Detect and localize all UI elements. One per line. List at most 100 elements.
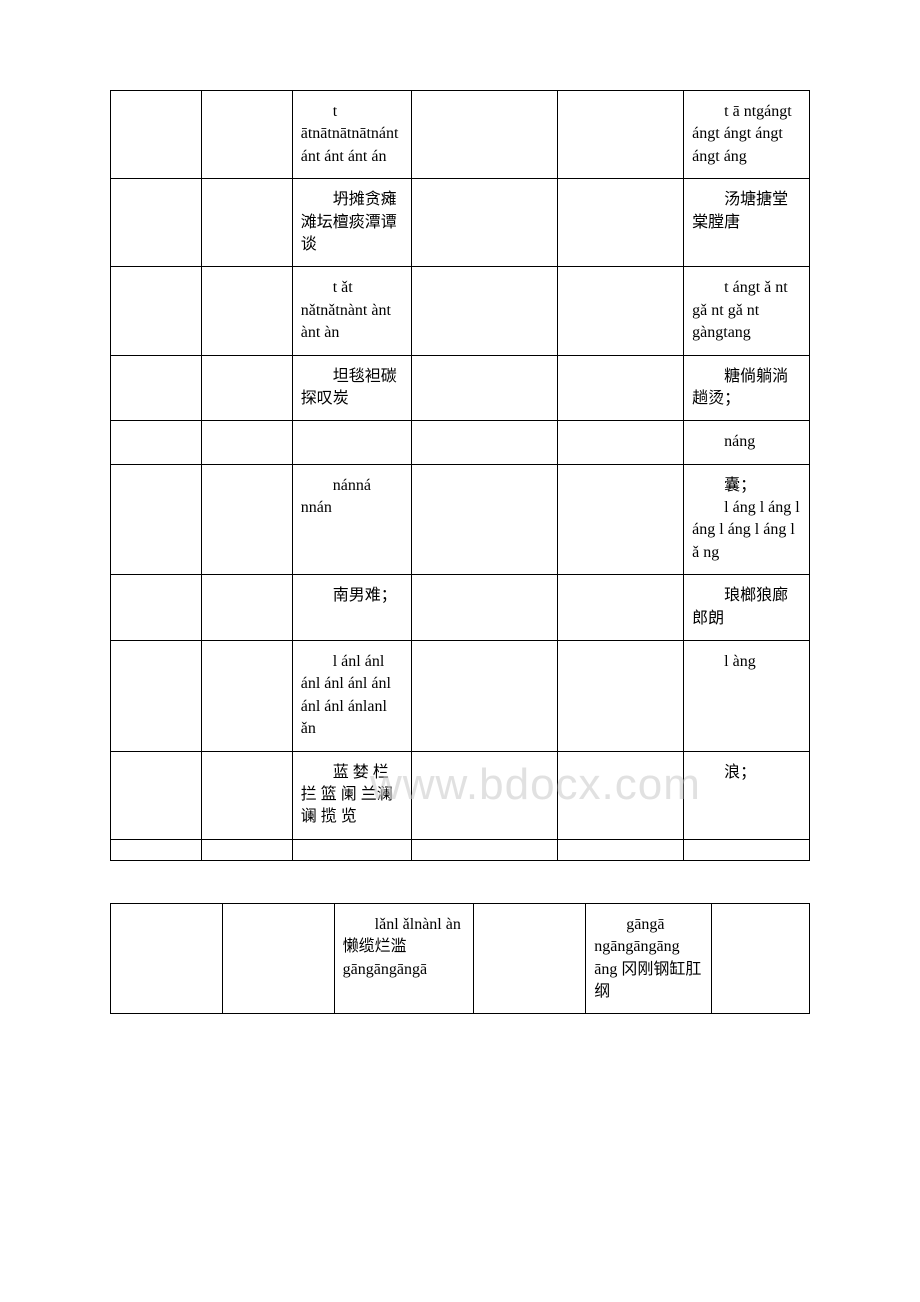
table-cell: lǎnl ǎlnànl àn 懒缆烂滥 gāngāngāngā: [334, 903, 474, 1014]
table-row: 坍摊贪瘫滩坛檀痰潭谭谈 汤塘搪堂棠膛唐: [111, 179, 810, 267]
table-cell: t ātnātnātnātnánt ánt ánt ánt án: [292, 91, 411, 179]
table-cell: 坦毯袒碳探叹炭: [292, 355, 411, 421]
cell-text: l áng l áng l áng l áng l áng l ǎ ng: [692, 497, 801, 564]
table-cell: [201, 641, 292, 752]
table-cell: [201, 575, 292, 641]
table-cell: [111, 179, 202, 267]
table-cell: [111, 575, 202, 641]
table-cell: [411, 839, 558, 860]
table-cell: [558, 464, 684, 575]
table-cell: [411, 751, 558, 839]
table-cell: [201, 839, 292, 860]
table-row: 南男难； 琅榔狼廊郎朗: [111, 575, 810, 641]
table-cell: 糖倘躺淌趟烫；: [684, 355, 810, 421]
cell-text: gāngā ngāngāngāng āng 冈刚钢缸肛纲: [594, 914, 703, 1004]
cell-text: 浪；: [692, 762, 801, 784]
table2-body: lǎnl ǎlnànl àn 懒缆烂滥 gāngāngāngā gāngā ngā…: [111, 903, 810, 1014]
data-table-2: lǎnl ǎlnànl àn 懒缆烂滥 gāngāngāngā gāngā ngā…: [110, 903, 810, 1015]
table-cell: [411, 355, 558, 421]
table-cell: [201, 421, 292, 464]
table-cell: l àng: [684, 641, 810, 752]
table-row: t ǎt nǎtnǎtnànt ànt ànt àn t ángt ǎ nt gǎ…: [111, 267, 810, 355]
table-cell: [111, 355, 202, 421]
cell-text: 坦毯袒碳探叹炭: [301, 366, 403, 411]
cell-text: t ā ntgángt ángt ángt ángt ángt áng: [692, 101, 801, 168]
table-cell: gāngā ngāngāngāng āng 冈刚钢缸肛纲: [586, 903, 712, 1014]
table-cell: [111, 641, 202, 752]
table-cell: [411, 91, 558, 179]
table-cell: [111, 751, 202, 839]
table-cell: [558, 751, 684, 839]
table-cell: [201, 267, 292, 355]
cell-text: 汤塘搪堂棠膛唐: [692, 189, 801, 234]
table-cell: 汤塘搪堂棠膛唐: [684, 179, 810, 267]
cell-text: 琅榔狼廊郎朗: [692, 585, 801, 630]
cell-text: 糖倘躺淌趟烫；: [692, 366, 801, 411]
table-cell: [411, 179, 558, 267]
table-cell: [558, 839, 684, 860]
table-cell: [111, 91, 202, 179]
table-cell: [411, 575, 558, 641]
table-row: [111, 839, 810, 860]
table-cell: [712, 903, 810, 1014]
table-cell: 蓝 婪 栏 拦 篮 阑 兰澜 谰 揽 览: [292, 751, 411, 839]
table-row: nánná nnán 囊；l áng l áng l áng l áng l án…: [111, 464, 810, 575]
table-cell: [558, 641, 684, 752]
table-cell: 囊；l áng l áng l áng l áng l áng l ǎ ng: [684, 464, 810, 575]
table-row: náng: [111, 421, 810, 464]
table-cell: [411, 421, 558, 464]
table-cell: [411, 464, 558, 575]
cell-text: t ángt ǎ nt gǎ nt gǎ nt gàngtang: [692, 277, 801, 344]
table-cell: t ángt ǎ nt gǎ nt gǎ nt gàngtang: [684, 267, 810, 355]
table-row: lǎnl ǎlnànl àn 懒缆烂滥 gāngāngāngā gāngā ngā…: [111, 903, 810, 1014]
table-cell: [558, 179, 684, 267]
cell-text: l ánl ánl ánl ánl ánl ánl ánl ánl ánlanl…: [301, 651, 403, 741]
table-cell: [558, 575, 684, 641]
table-row: 蓝 婪 栏 拦 篮 阑 兰澜 谰 揽 览 浪；: [111, 751, 810, 839]
table-cell: [201, 179, 292, 267]
cell-text: t ātnātnātnātnánt ánt ánt ánt án: [301, 101, 403, 168]
data-table-1: t ātnātnātnātnánt ánt ánt ánt án t ā ntgá…: [110, 90, 810, 861]
table-row: 坦毯袒碳探叹炭 糖倘躺淌趟烫；: [111, 355, 810, 421]
table-cell: [558, 91, 684, 179]
table-cell: 南男难；: [292, 575, 411, 641]
table-cell: [201, 355, 292, 421]
table-cell: [558, 421, 684, 464]
table-cell: t ā ntgángt ángt ángt ángt ángt áng: [684, 91, 810, 179]
table-cell: [201, 91, 292, 179]
table-cell: [111, 839, 202, 860]
table-cell: 浪；: [684, 751, 810, 839]
table-cell: [292, 421, 411, 464]
table-cell: [411, 641, 558, 752]
table-row: l ánl ánl ánl ánl ánl ánl ánl ánl ánlanl…: [111, 641, 810, 752]
table-cell: [111, 903, 223, 1014]
table-cell: l ánl ánl ánl ánl ánl ánl ánl ánl ánlanl…: [292, 641, 411, 752]
table-cell: t ǎt nǎtnǎtnànt ànt ànt àn: [292, 267, 411, 355]
table-cell: [201, 464, 292, 575]
table-cell: 坍摊贪瘫滩坛檀痰潭谭谈: [292, 179, 411, 267]
cell-text: l àng: [692, 651, 801, 673]
table-cell: [201, 751, 292, 839]
document-container: www.bdocx.com t ātnātnātnātnánt ánt ánt …: [110, 90, 810, 1014]
table-cell: [558, 355, 684, 421]
table-row: t ātnātnātnātnánt ánt ánt ánt án t ā ntgá…: [111, 91, 810, 179]
cell-text: t ǎt nǎtnǎtnànt ànt ànt àn: [301, 277, 403, 344]
cell-text: náng: [692, 431, 801, 453]
table-cell: nánná nnán: [292, 464, 411, 575]
table-cell: [558, 267, 684, 355]
table-cell: náng: [684, 421, 810, 464]
cell-text: nánná nnán: [301, 475, 403, 520]
table1-body: t ātnātnātnātnánt ánt ánt ánt án t ā ntgá…: [111, 91, 810, 861]
table-cell: [684, 839, 810, 860]
cell-text: lǎnl ǎlnànl àn 懒缆烂滥 gāngāngāngā: [343, 914, 466, 981]
table-cell: [222, 903, 334, 1014]
table-cell: [111, 421, 202, 464]
table-cell: [111, 464, 202, 575]
table-cell: [292, 839, 411, 860]
table-cell: 琅榔狼廊郎朗: [684, 575, 810, 641]
cell-text: 蓝 婪 栏 拦 篮 阑 兰澜 谰 揽 览: [301, 762, 403, 829]
cell-text: 坍摊贪瘫滩坛檀痰潭谭谈: [301, 189, 403, 256]
table-cell: [411, 267, 558, 355]
cell-text: 南男难；: [301, 585, 403, 607]
table-cell: [474, 903, 586, 1014]
